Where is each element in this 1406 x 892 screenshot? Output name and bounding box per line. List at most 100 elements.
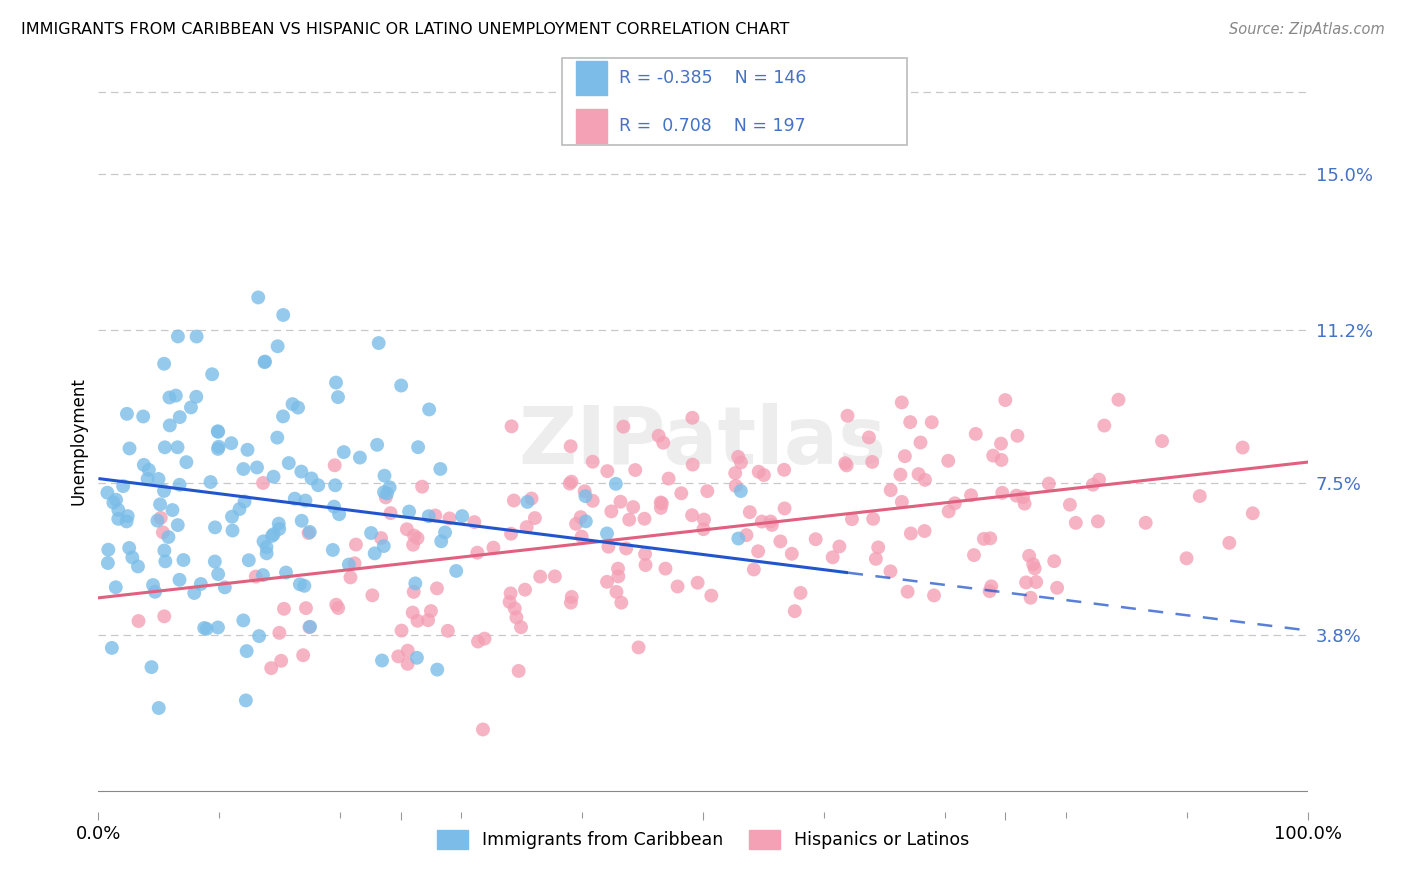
Point bbox=[789, 586, 811, 600]
Point bbox=[425, 508, 447, 523]
Point bbox=[107, 503, 129, 517]
Point bbox=[1107, 392, 1129, 407]
Point bbox=[232, 462, 254, 476]
Point bbox=[157, 530, 180, 544]
Point bbox=[666, 579, 689, 593]
Point bbox=[307, 478, 329, 492]
Point bbox=[112, 479, 135, 493]
Point bbox=[292, 648, 315, 663]
Point bbox=[907, 467, 929, 482]
Point bbox=[207, 620, 229, 634]
Point bbox=[266, 431, 288, 445]
Point bbox=[207, 424, 229, 438]
Point bbox=[195, 622, 218, 636]
Point bbox=[159, 418, 181, 433]
Point bbox=[605, 585, 627, 599]
Point bbox=[621, 500, 644, 514]
Point bbox=[981, 449, 1004, 463]
Point bbox=[143, 584, 166, 599]
Point bbox=[889, 467, 911, 482]
Point bbox=[437, 624, 460, 638]
Point bbox=[328, 507, 350, 521]
Text: R =  0.708    N = 197: R = 0.708 N = 197 bbox=[619, 117, 806, 135]
Point bbox=[153, 357, 176, 371]
Point bbox=[273, 602, 295, 616]
Point bbox=[247, 629, 270, 643]
Point bbox=[274, 566, 297, 580]
Point bbox=[571, 530, 593, 544]
Point bbox=[349, 450, 371, 465]
Point bbox=[513, 582, 536, 597]
Point bbox=[121, 550, 143, 565]
Point bbox=[1135, 516, 1157, 530]
Point bbox=[619, 513, 641, 527]
Point bbox=[207, 442, 229, 456]
Point bbox=[364, 546, 387, 560]
Point bbox=[221, 509, 243, 524]
Point bbox=[148, 472, 170, 486]
Point bbox=[681, 508, 703, 523]
Point bbox=[118, 442, 141, 456]
Point bbox=[153, 543, 176, 558]
Point bbox=[426, 582, 449, 596]
Point bbox=[207, 425, 229, 439]
Point bbox=[575, 514, 598, 528]
Point bbox=[366, 438, 388, 452]
Point bbox=[323, 478, 346, 492]
Point bbox=[214, 580, 236, 594]
Point bbox=[523, 511, 546, 525]
Point bbox=[373, 539, 395, 553]
Point bbox=[104, 580, 127, 594]
Point bbox=[501, 419, 523, 434]
Point bbox=[654, 561, 676, 575]
Point bbox=[402, 585, 425, 599]
Point bbox=[298, 620, 321, 634]
Point bbox=[323, 500, 346, 514]
Point bbox=[868, 541, 890, 555]
Point bbox=[426, 663, 449, 677]
Point bbox=[360, 526, 382, 541]
Point bbox=[502, 493, 524, 508]
Point bbox=[658, 472, 681, 486]
Point bbox=[610, 596, 633, 610]
Point bbox=[138, 463, 160, 477]
Point bbox=[544, 569, 567, 583]
Point bbox=[742, 562, 765, 576]
Point bbox=[990, 436, 1012, 450]
Point bbox=[260, 661, 283, 675]
Point bbox=[921, 415, 943, 429]
Point bbox=[730, 455, 752, 469]
Point bbox=[837, 409, 859, 423]
Point bbox=[270, 654, 292, 668]
Point bbox=[253, 355, 276, 369]
Point bbox=[263, 469, 285, 483]
Point bbox=[1043, 554, 1066, 568]
Point bbox=[153, 609, 176, 624]
Point bbox=[834, 456, 856, 470]
Point bbox=[149, 497, 172, 511]
Point bbox=[1046, 581, 1069, 595]
Point bbox=[780, 547, 803, 561]
Point bbox=[271, 308, 294, 322]
Point bbox=[596, 574, 619, 589]
Point bbox=[269, 522, 291, 536]
Point bbox=[252, 534, 274, 549]
Point bbox=[499, 526, 522, 541]
Point bbox=[162, 503, 184, 517]
Point bbox=[682, 458, 704, 472]
Point bbox=[503, 601, 526, 615]
Point bbox=[344, 537, 367, 551]
Point bbox=[463, 515, 485, 529]
Point bbox=[301, 471, 323, 485]
Text: IMMIGRANTS FROM CARIBBEAN VS HISPANIC OR LATINO UNEMPLOYMENT CORRELATION CHART: IMMIGRANTS FROM CARIBBEAN VS HISPANIC OR… bbox=[21, 22, 789, 37]
Point bbox=[914, 524, 936, 538]
Point bbox=[1022, 558, 1045, 572]
Point bbox=[1012, 490, 1035, 504]
Point bbox=[429, 462, 451, 476]
Point bbox=[894, 449, 917, 463]
Point bbox=[375, 486, 398, 500]
Point bbox=[994, 392, 1017, 407]
Point bbox=[671, 486, 693, 500]
Point bbox=[235, 693, 257, 707]
Point bbox=[783, 604, 806, 618]
